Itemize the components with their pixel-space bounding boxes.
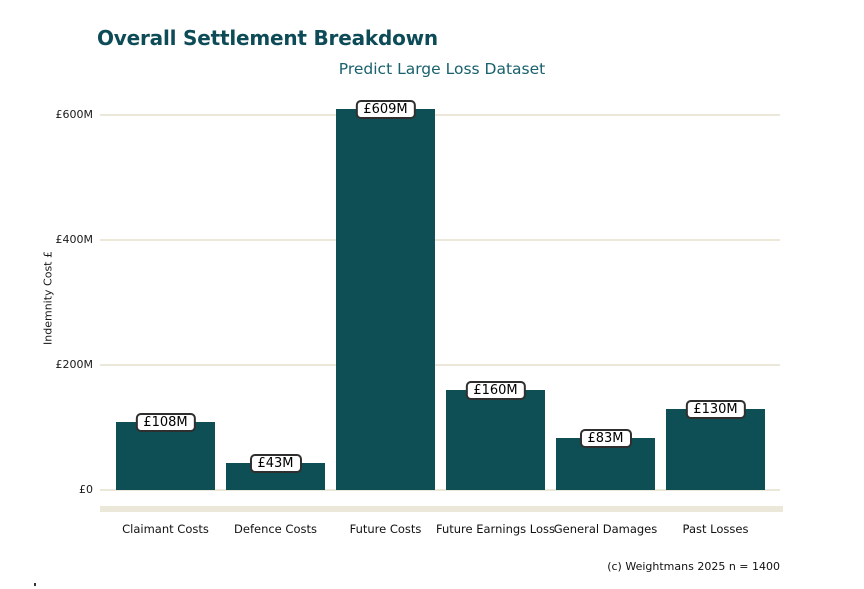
gridline bbox=[100, 114, 780, 116]
gridline bbox=[100, 239, 780, 241]
bar-value-label: £108M bbox=[135, 413, 196, 432]
chart-subtitle: Predict Large Loss Dataset bbox=[338, 60, 546, 78]
bar bbox=[336, 109, 435, 490]
y-tick-label: £400M bbox=[55, 233, 94, 246]
bar-value-label: £43M bbox=[249, 454, 302, 473]
bar-value-label: £609M bbox=[355, 100, 416, 119]
y-tick-label: £0 bbox=[79, 483, 93, 496]
gridline bbox=[100, 364, 780, 366]
x-category-label: Past Losses bbox=[682, 522, 749, 536]
x-category-label: Future Earnings Loss bbox=[435, 522, 556, 536]
x-category-label: Claimant Costs bbox=[122, 522, 209, 536]
chart-title: Overall Settlement Breakdown bbox=[97, 26, 438, 50]
x-category-label: Future Costs bbox=[349, 522, 422, 536]
x-category-label: General Damages bbox=[553, 522, 658, 536]
bar bbox=[666, 409, 765, 490]
x-category-label: Defence Costs bbox=[234, 522, 317, 536]
stray-dot bbox=[34, 583, 36, 586]
gridline bbox=[100, 489, 780, 491]
credit-text: (c) Weightmans 2025 n = 1400 bbox=[607, 560, 780, 573]
y-tick-label: £200M bbox=[55, 358, 94, 371]
y-tick-label: £600M bbox=[55, 108, 94, 121]
bar-value-label: £83M bbox=[579, 429, 632, 448]
y-axis-title: Indemnity Cost £ bbox=[41, 251, 55, 345]
bar-value-label: £160M bbox=[465, 381, 526, 400]
bar-value-label: £130M bbox=[685, 400, 746, 419]
bar bbox=[116, 422, 215, 490]
x-axis-band bbox=[100, 506, 783, 512]
bar bbox=[446, 390, 545, 490]
